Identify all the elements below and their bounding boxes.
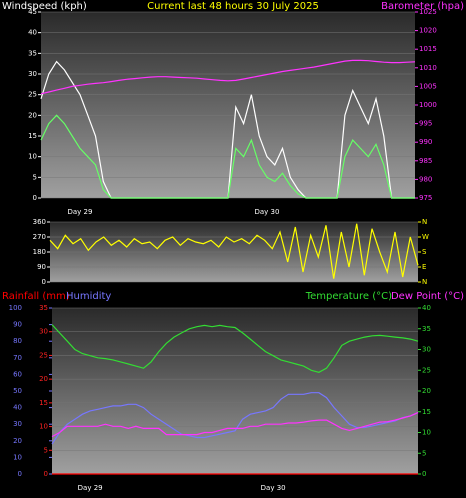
tick-label: 270	[33, 233, 46, 241]
tick-label: 40	[13, 404, 22, 412]
tick-label: 5	[422, 449, 426, 457]
tick-label: 25	[422, 366, 431, 374]
tick-label: 40	[28, 29, 37, 37]
tick-label: 15	[422, 408, 431, 416]
tick-label: 20	[13, 437, 22, 445]
series-label: Rainfall (mm)	[2, 291, 70, 302]
x-tick-label: Day 29	[67, 208, 92, 216]
tick-label: S	[422, 248, 427, 256]
x-tick-label: Day 29	[78, 484, 103, 492]
tick-label: 50	[13, 387, 22, 395]
tick-label: 35	[422, 325, 431, 333]
tick-label: 1015	[419, 45, 437, 53]
tick-label: N	[422, 278, 427, 286]
tick-label: 360	[33, 218, 46, 226]
tick-label: 30	[13, 420, 22, 428]
x-tick-label: Day 30	[261, 484, 286, 492]
tick-label: 35	[28, 49, 37, 57]
tick-label: 15	[39, 399, 48, 407]
tick-label: 180	[33, 248, 46, 256]
tick-label: 1010	[419, 64, 437, 72]
x-tick-label: Day 30	[254, 208, 279, 216]
tick-label: E	[422, 263, 426, 271]
tick-label: 80	[13, 337, 22, 345]
series-label: Temperature (°C)	[305, 291, 392, 302]
tick-label: 995	[419, 120, 432, 128]
tick-label: 20	[422, 387, 431, 395]
tick-label: 10	[13, 453, 22, 461]
tick-label: 990	[419, 138, 432, 146]
series-line	[40, 114, 415, 199]
tick-label: 0	[18, 470, 22, 478]
tick-label: 5	[33, 173, 37, 181]
series-line	[51, 392, 419, 445]
series-line	[49, 223, 419, 279]
tick-label: 30	[39, 328, 48, 336]
tick-label: 20	[28, 111, 37, 119]
tick-label: 35	[39, 304, 48, 312]
chart-title: Current last 48 hours 30 July 2025	[147, 1, 319, 12]
tick-label: 25	[28, 91, 37, 99]
tick-label: 100	[9, 304, 22, 312]
tick-label: 25	[39, 351, 48, 359]
series-line	[51, 412, 419, 438]
tick-label: 10	[422, 429, 431, 437]
tick-label: 30	[28, 70, 37, 78]
tick-label: 45	[28, 8, 37, 16]
tick-label: 1025	[419, 8, 437, 16]
tick-label: 10	[39, 423, 48, 431]
plot-area	[41, 12, 415, 198]
series-label: Humidity	[66, 291, 111, 302]
tick-label: 1020	[419, 27, 437, 35]
tick-label: 20	[39, 375, 48, 383]
series-label: Windspeed (kph)	[2, 1, 87, 12]
tick-label: 0	[42, 278, 46, 286]
tick-label: 30	[422, 346, 431, 354]
series-label: Dew Point (°C)	[391, 291, 464, 302]
tick-label: 0	[33, 194, 37, 202]
series-line	[51, 324, 419, 373]
tick-label: 980	[419, 175, 432, 183]
tick-label: 1005	[419, 82, 437, 90]
tick-label: 10	[28, 153, 37, 161]
tick-label: 1000	[419, 101, 437, 109]
tick-label: N	[422, 218, 427, 226]
tick-label: 90	[37, 263, 46, 271]
tick-label: 0	[422, 470, 426, 478]
tick-label: 70	[13, 354, 22, 362]
tick-label: 5	[44, 446, 48, 454]
plot-area	[52, 308, 418, 474]
tick-label: 975	[419, 194, 432, 202]
series-line	[40, 59, 416, 95]
tick-label: 15	[28, 132, 37, 140]
series-label: Barometer (hpa)	[381, 1, 464, 12]
tick-label: 0	[44, 470, 48, 478]
tick-label: 60	[13, 370, 22, 378]
tick-label: 40	[422, 304, 431, 312]
tick-label: 90	[13, 321, 22, 329]
tick-label: 985	[419, 157, 432, 165]
tick-label: W	[422, 233, 429, 241]
